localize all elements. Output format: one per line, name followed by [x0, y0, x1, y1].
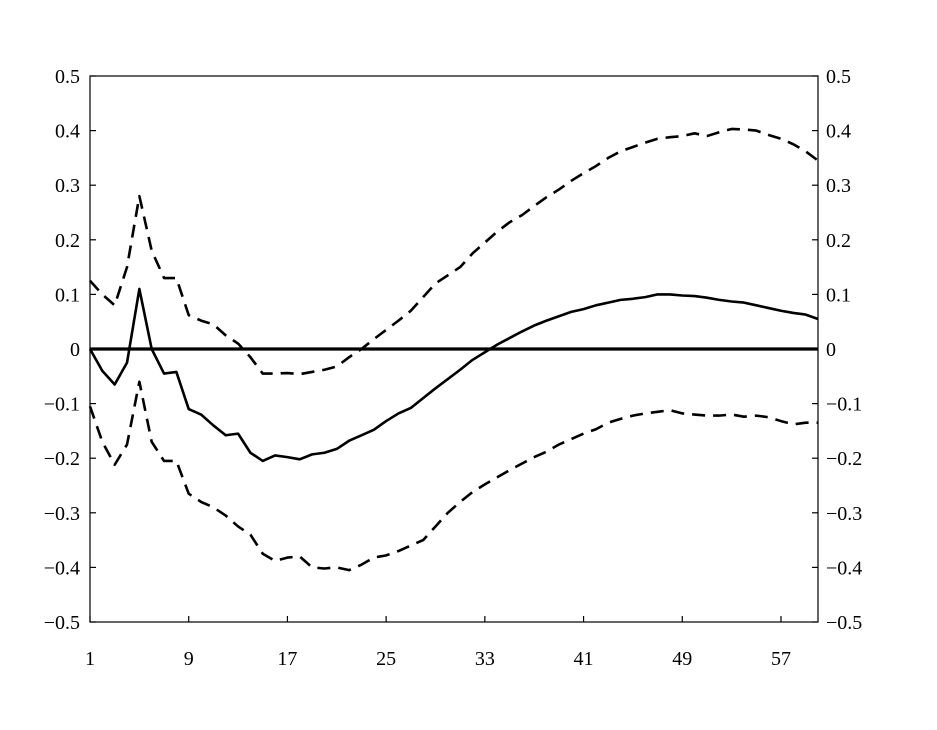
x-tick-label: 57	[771, 648, 791, 670]
y-left-tick-label: −0.5	[44, 612, 80, 634]
y-right-tick-label: −0.3	[826, 503, 862, 525]
x-tick-label: 17	[277, 648, 297, 670]
x-tick-label: 25	[376, 648, 396, 670]
y-right-tick-label: 0	[826, 339, 836, 361]
y-left-tick-label: 0.2	[55, 230, 80, 252]
y-right-tick-label: 0.3	[826, 175, 851, 197]
x-tick-label: 33	[475, 648, 495, 670]
y-right-tick-label: 0.5	[826, 66, 851, 88]
y-left-tick-label: −0.4	[44, 557, 80, 579]
x-tick-label: 1	[85, 648, 95, 670]
y-left-tick-label: 0.4	[55, 121, 80, 143]
y-right-tick-label: −0.4	[826, 557, 862, 579]
x-tick-label: 41	[574, 648, 594, 670]
series-line-point-estimate	[88, 287, 819, 463]
plot-content	[88, 127, 819, 572]
y-left-tick-label: 0	[70, 339, 80, 361]
x-tick-label: 9	[184, 648, 194, 670]
y-right-tick-label: −0.1	[826, 394, 862, 416]
x-axis: 1 9 17 25 33 41 49 57	[85, 616, 791, 670]
y-left-tick-label: −0.2	[44, 448, 80, 470]
series-line-lower-band	[88, 380, 818, 572]
y-right-tick-label: −0.2	[826, 448, 862, 470]
y-right-tick-label: 0.1	[826, 284, 851, 306]
x-tick-label: 49	[672, 648, 692, 670]
y-left-tick-label: −0.1	[44, 394, 80, 416]
y-right-tick-label: −0.5	[826, 612, 862, 634]
y-left-tick-label: 0.5	[55, 66, 80, 88]
y-left-tick-label: 0.3	[55, 175, 80, 197]
y-axis-left: −0.5 −0.4 −0.3 −0.2 −0.1 0 0.1 0.2 0.3 0.4 0.5	[44, 66, 96, 634]
y-right-tick-label: 0.2	[826, 230, 851, 252]
y-right-tick-label: 0.4	[826, 121, 851, 143]
y-axis-right: −0.5 −0.4 −0.3 −0.2 −0.1 0 0.1 0.2 0.3 0.4 0.5	[812, 66, 862, 634]
y-left-tick-label: 0.1	[55, 284, 80, 306]
plot-frame	[89, 75, 819, 623]
y-left-tick-label: −0.3	[44, 503, 80, 525]
series-line-upper-band	[89, 127, 819, 376]
